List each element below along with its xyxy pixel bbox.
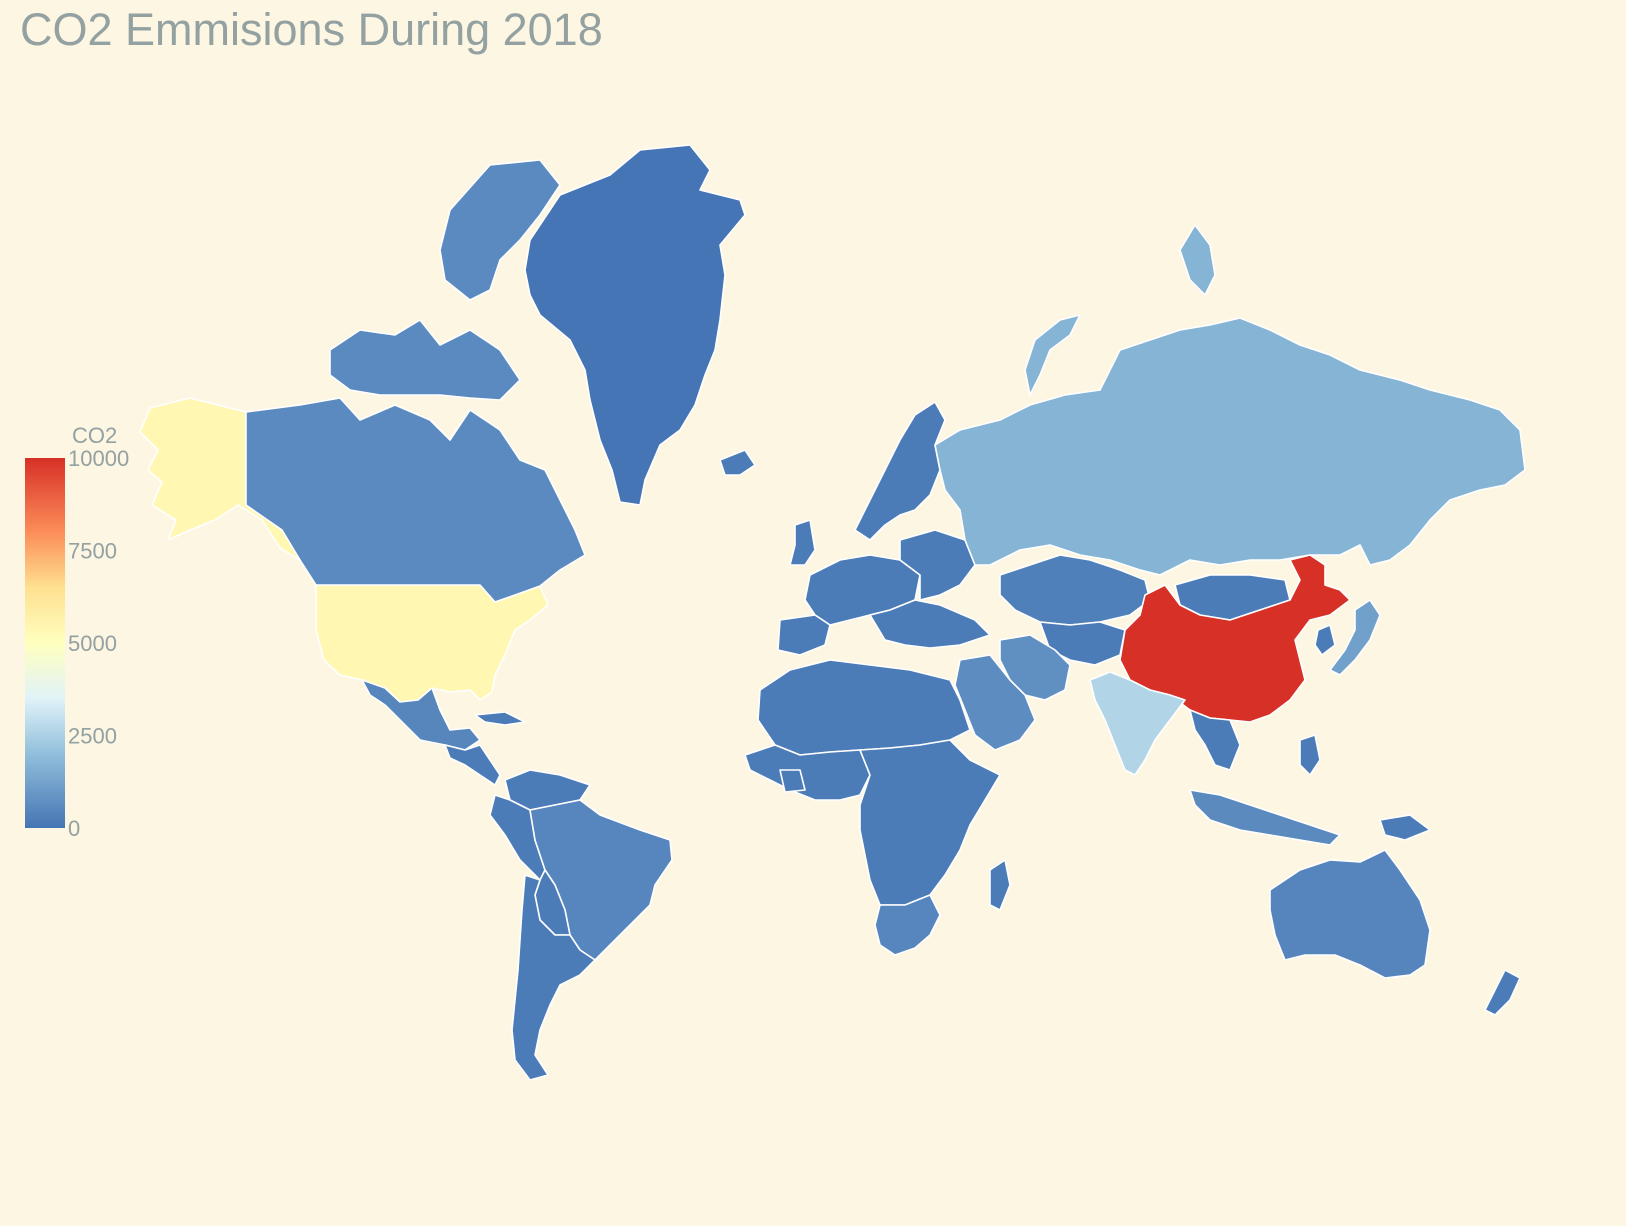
region-uk-ireland[interactable] — [789, 519, 816, 566]
colorbar-ticks: 10000 7500 5000 2500 0 — [68, 446, 129, 841]
region-iran[interactable] — [999, 634, 1071, 701]
region-ghana-ivory-coast[interactable] — [779, 769, 806, 793]
colorbar-tick-label: 0 — [68, 816, 80, 841]
region-greenland[interactable] — [524, 144, 746, 506]
region-papua-new-guinea[interactable] — [1379, 814, 1431, 841]
region-central-america[interactable] — [444, 744, 501, 786]
region-west-africa[interactable] — [744, 744, 871, 801]
countries-layer — [139, 144, 1526, 1081]
region-canada[interactable] — [245, 397, 586, 603]
map-title: CO2 Emmisions During 2018 — [20, 4, 603, 55]
region-caribbean[interactable] — [474, 711, 526, 726]
region-india[interactable] — [1089, 671, 1186, 776]
region-scandinavia[interactable] — [854, 401, 946, 541]
colorbar-tick-label: 7500 — [68, 539, 117, 564]
region-united-states[interactable] — [315, 584, 549, 703]
region-indonesia[interactable] — [1189, 789, 1341, 846]
region-chile-argentina[interactable] — [511, 874, 596, 1081]
region-central-east-africa[interactable] — [859, 739, 1001, 906]
region-russia[interactable] — [934, 317, 1526, 576]
region-japan[interactable] — [1329, 599, 1381, 676]
region-eastern-europe[interactable] — [899, 529, 976, 601]
region-kazakhstan[interactable] — [999, 554, 1151, 626]
colorbar-gradient — [25, 458, 65, 828]
region-north-africa[interactable] — [757, 659, 971, 756]
region-balkans-turkey[interactable] — [869, 599, 991, 649]
region-canada[interactable] — [439, 159, 561, 301]
colorbar-title: CO2 — [72, 423, 117, 448]
region-southeast-asia[interactable] — [1189, 709, 1241, 771]
region-south-africa[interactable] — [874, 894, 941, 956]
region-russia[interactable] — [1179, 224, 1216, 296]
region-saudi-arabia[interactable] — [954, 654, 1036, 751]
region-new-zealand[interactable] — [1484, 969, 1521, 1016]
colorbar-tick-label: 5000 — [68, 631, 117, 656]
region-australia[interactable] — [1269, 849, 1431, 979]
colorbar-tick-label: 2500 — [68, 724, 117, 749]
region-philippines[interactable] — [1299, 734, 1321, 776]
region-iberia[interactable] — [777, 614, 831, 656]
region-korea[interactable] — [1314, 624, 1336, 656]
region-mexico[interactable] — [361, 679, 481, 751]
colorbar-tick-label: 10000 — [68, 446, 129, 471]
colorbar: CO2 10000 7500 5000 2500 0 — [25, 423, 129, 841]
region-canada[interactable] — [329, 319, 521, 401]
region-iceland[interactable] — [719, 449, 756, 476]
region-russia[interactable] — [1024, 314, 1081, 396]
region-madagascar[interactable] — [989, 859, 1011, 911]
